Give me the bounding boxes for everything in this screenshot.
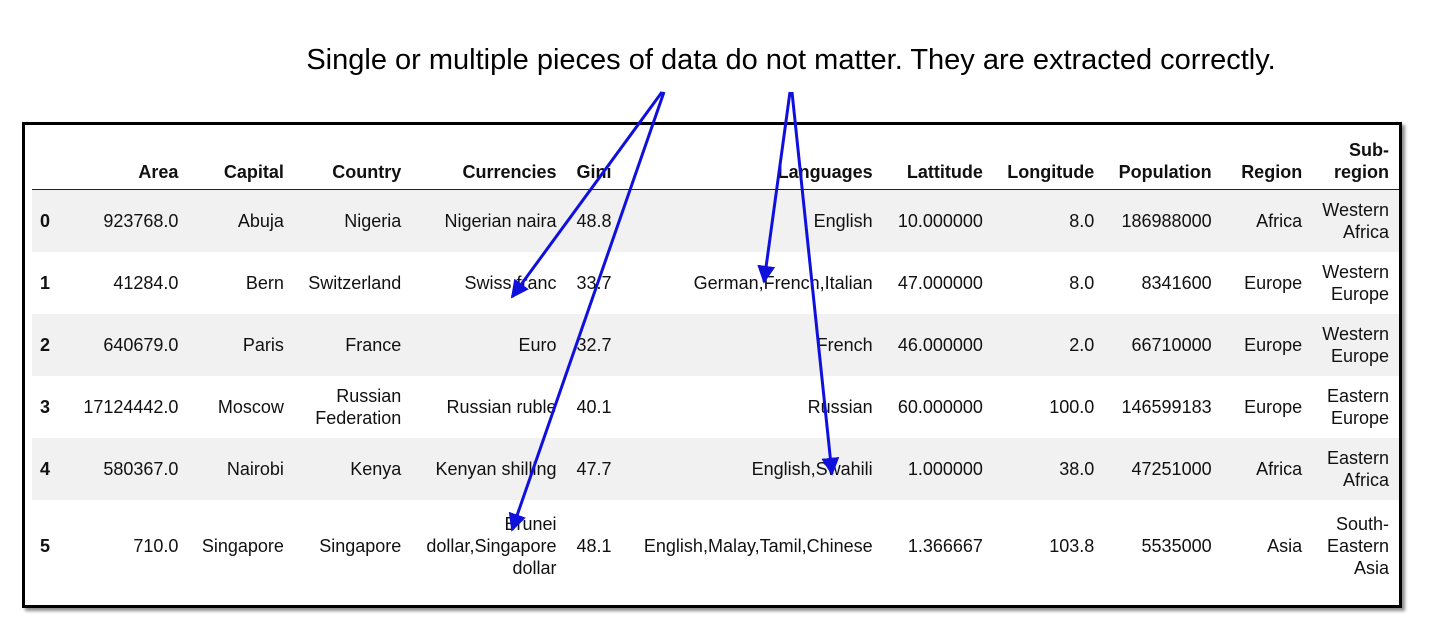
- cell-gini: 33.7: [576, 273, 612, 293]
- cell-longitude: 38.0: [1059, 459, 1095, 479]
- cell-lattitude: 1.000000: [907, 459, 983, 479]
- cell-capital: Abuja: [237, 211, 284, 231]
- cell-currencies: Brunei dollar,Singapore dollar: [426, 513, 557, 578]
- row-index: 1: [40, 273, 51, 293]
- cell-country: Nigeria: [344, 211, 402, 231]
- cell-languages: French: [816, 335, 873, 355]
- header-currencies: Currencies: [411, 139, 567, 190]
- cell-currencies: Nigerian naira: [444, 211, 557, 231]
- header-region: Region: [1221, 139, 1313, 190]
- row-index: 4: [40, 459, 51, 479]
- cell-longitude: 8.0: [1069, 211, 1095, 231]
- cell-area: 17124442.0: [83, 397, 179, 417]
- table-row: 4 580367.0 Nairobi Kenya Kenyan shilling…: [32, 438, 1399, 500]
- cell-languages: Russian: [807, 397, 873, 417]
- cell-country: Russian Federation: [315, 386, 402, 428]
- cell-capital: Paris: [242, 335, 284, 355]
- cell-population: 47251000: [1131, 459, 1212, 479]
- cell-population: 66710000: [1131, 335, 1212, 355]
- cell-capital: Nairobi: [226, 459, 284, 479]
- cell-languages: English: [813, 211, 873, 231]
- cell-area: 41284.0: [113, 273, 179, 293]
- row-index: 0: [40, 211, 51, 231]
- cell-languages: German,French,Italian: [693, 273, 873, 293]
- cell-longitude: 103.8: [1049, 535, 1095, 556]
- header-sub-region: Sub-region: [1312, 139, 1399, 190]
- cell-gini: 48.8: [576, 211, 612, 231]
- cell-sub-region: Eastern Africa: [1326, 448, 1389, 490]
- cell-region: Europe: [1244, 397, 1303, 417]
- header-gini: Gini: [566, 139, 625, 190]
- cell-population: 5535000: [1141, 535, 1212, 556]
- cell-lattitude: 1.366667: [907, 535, 983, 556]
- cell-sub-region: Eastern Europe: [1326, 386, 1389, 428]
- cell-capital: Bern: [245, 273, 284, 293]
- cell-area: 710.0: [133, 535, 179, 556]
- table-row: 1 41284.0 Bern Switzerland Swiss franc 3…: [32, 252, 1399, 314]
- cell-longitude: 100.0: [1049, 397, 1095, 417]
- cell-population: 8341600: [1141, 273, 1212, 293]
- header-index: [32, 139, 65, 190]
- cell-gini: 47.7: [576, 459, 612, 479]
- cell-capital: Moscow: [217, 397, 284, 417]
- header-population: Population: [1104, 139, 1222, 190]
- header-capital: Capital: [188, 139, 294, 190]
- cell-gini: 40.1: [576, 397, 612, 417]
- row-index: 3: [40, 397, 51, 417]
- header-lattitude: Lattitude: [882, 139, 993, 190]
- cell-region: Europe: [1244, 273, 1303, 293]
- row-index: 5: [40, 535, 51, 556]
- cell-sub-region: Western Europe: [1322, 262, 1389, 304]
- cell-longitude: 8.0: [1069, 273, 1095, 293]
- cell-currencies: Swiss franc: [464, 273, 557, 293]
- cell-currencies: Kenyan shilling: [435, 459, 557, 479]
- cell-region: Asia: [1267, 535, 1303, 556]
- header-row: Area Capital Country Currencies Gini Lan…: [32, 139, 1399, 190]
- cell-currencies: Euro: [518, 335, 557, 355]
- table-row: 0 923768.0 Abuja Nigeria Nigerian naira …: [32, 189, 1399, 252]
- cell-country: Switzerland: [308, 273, 402, 293]
- header-country: Country: [293, 139, 412, 190]
- dataframe-panel: Area Capital Country Currencies Gini Lan…: [22, 122, 1402, 608]
- table-row: 5 710.0 Singapore Singapore Brunei dolla…: [32, 500, 1399, 591]
- header-area: Area: [64, 139, 189, 190]
- cell-region: Africa: [1256, 211, 1303, 231]
- cell-region: Europe: [1244, 335, 1303, 355]
- cell-population: 146599183: [1121, 397, 1212, 417]
- cell-currencies: Russian ruble: [446, 397, 557, 417]
- cell-country: Singapore: [319, 535, 402, 556]
- cell-lattitude: 47.000000: [897, 273, 983, 293]
- cell-longitude: 2.0: [1069, 335, 1095, 355]
- cell-languages: English,Swahili: [751, 459, 873, 479]
- cell-region: Africa: [1256, 459, 1303, 479]
- cell-sub-region: Western Africa: [1322, 200, 1389, 242]
- cell-languages: English,Malay,Tamil,Chinese: [643, 535, 873, 556]
- cell-sub-region: Western Europe: [1322, 324, 1389, 366]
- cell-capital: Singapore: [201, 535, 284, 556]
- table-row: 2 640679.0 Paris France Euro 32.7 French…: [32, 314, 1399, 376]
- cell-population: 186988000: [1121, 211, 1212, 231]
- cell-country: Kenya: [350, 459, 402, 479]
- annotation-caption: Single or multiple pieces of data do not…: [306, 44, 1276, 76]
- cell-country: France: [345, 335, 402, 355]
- header-languages: Languages: [624, 139, 883, 190]
- cell-gini: 48.1: [576, 535, 612, 556]
- cell-area: 640679.0: [103, 335, 179, 355]
- cell-area: 580367.0: [103, 459, 179, 479]
- header-longitude: Longitude: [992, 139, 1105, 190]
- table-row: 3 17124442.0 Moscow Russian Federation R…: [32, 376, 1399, 438]
- dataframe-table: Area Capital Country Currencies Gini Lan…: [32, 139, 1399, 591]
- row-index: 2: [40, 335, 51, 355]
- cell-gini: 32.7: [576, 335, 612, 355]
- cell-lattitude: 46.000000: [897, 335, 983, 355]
- cell-sub-region: South-Eastern Asia: [1326, 513, 1389, 578]
- cell-lattitude: 60.000000: [897, 397, 983, 417]
- cell-lattitude: 10.000000: [897, 211, 983, 231]
- cell-area: 923768.0: [103, 211, 179, 231]
